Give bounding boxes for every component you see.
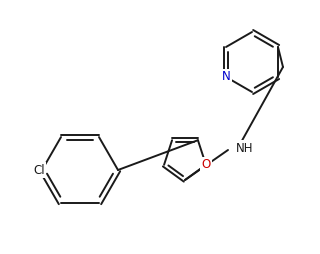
Text: O: O [201, 158, 211, 171]
Text: Cl: Cl [33, 164, 45, 177]
Text: N: N [222, 71, 230, 84]
Text: NH: NH [236, 141, 254, 154]
